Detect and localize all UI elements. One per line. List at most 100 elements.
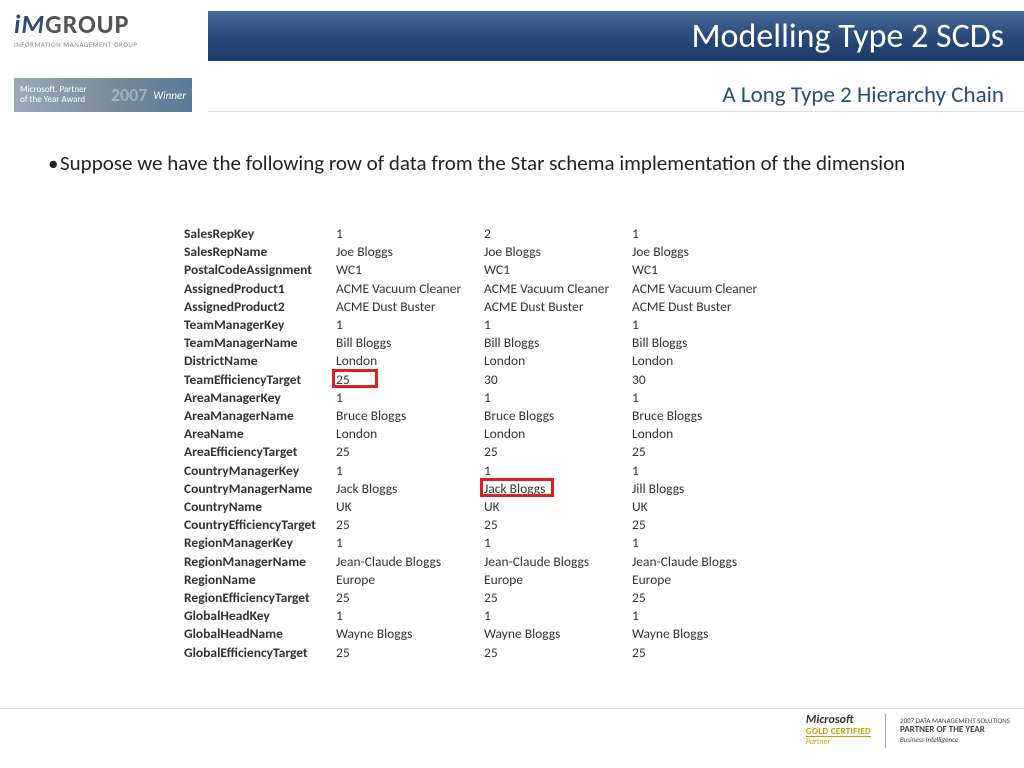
cell-col2: Bill Bloggs (484, 334, 632, 352)
highlight-box (332, 369, 378, 388)
cell-col2: UK (484, 498, 632, 516)
row-label: AreaManagerName (184, 407, 336, 425)
cell-col3: Europe (632, 571, 780, 589)
row-label: TeamManagerKey (184, 316, 336, 334)
page-title: Modelling Type 2 SCDs (691, 16, 1004, 57)
logo-suffix: GROUP (45, 8, 129, 40)
cell-col3: 25 (632, 443, 780, 461)
cell-col3: Bill Bloggs (632, 334, 780, 352)
row-label: AreaManagerKey (184, 389, 336, 407)
title-bar: Modelling Type 2 SCDs (208, 11, 1024, 61)
cell-col3: UK (632, 498, 780, 516)
bullet-text: Suppose we have the following row of dat… (60, 150, 905, 176)
footer-badge-poty: 2007 DATA MANAGEMENT SOLUTIONS PARTNER O… (900, 717, 1010, 743)
row-label: GlobalHeadName (184, 625, 336, 643)
row-label: TeamEfficiencyTarget (184, 371, 336, 389)
cell-col2: Bruce Bloggs (484, 407, 632, 425)
cell-col2: 1 (484, 534, 632, 552)
table-row: GlobalHeadNameWayne BloggsWayne BloggsWa… (184, 625, 780, 643)
table-row: TeamEfficiencyTarget253030 (184, 371, 780, 389)
award-badge: Microsoft. Partner of the Year Award 200… (14, 78, 192, 112)
cell-col1: ACME Dust Buster (336, 298, 484, 316)
row-label: CountryManagerName (184, 480, 336, 498)
cell-col3: 1 (632, 534, 780, 552)
cell-col1: Joe Bloggs (336, 243, 484, 261)
cell-col3: 1 (632, 607, 780, 625)
cell-col2: WC1 (484, 261, 632, 279)
cell-col2: 25 (484, 516, 632, 534)
table-row: SalesRepNameJoe BloggsJoe BloggsJoe Blog… (184, 243, 780, 261)
row-label: CountryManagerKey (184, 462, 336, 480)
cell-col3: ACME Vacuum Cleaner (632, 280, 780, 298)
row-label: AssignedProduct1 (184, 280, 336, 298)
cell-col2: 1 (484, 607, 632, 625)
cell-col1: 25 (336, 443, 484, 461)
table-row: AssignedProduct2ACME Dust BusterACME Dus… (184, 298, 780, 316)
table-row: AreaManagerKey111 (184, 389, 780, 407)
row-label: CountryName (184, 498, 336, 516)
table-row: GlobalHeadKey111 (184, 607, 780, 625)
row-label: RegionManagerName (184, 553, 336, 571)
row-label: GlobalHeadKey (184, 607, 336, 625)
award-line-2: of the Year Award (20, 95, 107, 105)
cell-col2: Wayne Bloggs (484, 625, 632, 643)
cell-col1: 25 (336, 589, 484, 607)
cell-col3: 1 (632, 389, 780, 407)
footer-divider (885, 714, 886, 748)
row-label: TeamManagerName (184, 334, 336, 352)
table-row: AreaManagerNameBruce BloggsBruce BloggsB… (184, 407, 780, 425)
cell-col1: 1 (336, 462, 484, 480)
cell-col1: UK (336, 498, 484, 516)
cell-col3: London (632, 352, 780, 370)
cell-col3: Joe Bloggs (632, 243, 780, 261)
cell-col1: Bruce Bloggs (336, 407, 484, 425)
award-year: 2007 (111, 84, 148, 106)
footer-badge-gold: Microsoft GOLD CERTIFIED Partner (806, 714, 871, 746)
cell-col1: WC1 (336, 261, 484, 279)
cell-col2: 1 (484, 389, 632, 407)
cell-col3: 25 (632, 644, 780, 662)
cell-col1: Wayne Bloggs (336, 625, 484, 643)
cell-col3: 25 (632, 516, 780, 534)
cell-col1: ACME Vacuum Cleaner (336, 280, 484, 298)
footer-poty-bot: Business Intelligence (900, 736, 1010, 744)
table-row: TeamManagerNameBill BloggsBill BloggsBil… (184, 334, 780, 352)
cell-col1: 25 (336, 516, 484, 534)
cell-col1: 1 (336, 316, 484, 334)
logo-text: iMGROUP (14, 8, 194, 40)
cell-col1: Jean-Claude Bloggs (336, 553, 484, 571)
cell-col2: Joe Bloggs (484, 243, 632, 261)
cell-col1: 1 (336, 607, 484, 625)
cell-col2: 2 (484, 225, 632, 243)
table-row: SalesRepKey121 (184, 225, 780, 243)
table-row: RegionEfficiencyTarget252525 (184, 589, 780, 607)
row-label: RegionEfficiencyTarget (184, 589, 336, 607)
table-row: TeamManagerKey111 (184, 316, 780, 334)
table-row: AssignedProduct1ACME Vacuum CleanerACME … (184, 280, 780, 298)
cell-col1: Europe (336, 571, 484, 589)
cell-col3: Jill Bloggs (632, 480, 780, 498)
cell-col1: 1 (336, 389, 484, 407)
logo-prefix: iM (14, 8, 45, 40)
cell-col3: Jean-Claude Bloggs (632, 553, 780, 571)
row-label: RegionManagerKey (184, 534, 336, 552)
cell-col2: 25 (484, 589, 632, 607)
footer: Microsoft GOLD CERTIFIED Partner 2007 DA… (0, 708, 1024, 752)
data-table: SalesRepKey121SalesRepNameJoe BloggsJoe … (184, 225, 780, 662)
cell-col3: 25 (632, 589, 780, 607)
table-row: CountryNameUKUKUK (184, 498, 780, 516)
cell-col3: WC1 (632, 261, 780, 279)
row-label: RegionName (184, 571, 336, 589)
row-label: AreaName (184, 425, 336, 443)
cell-col2: 25 (484, 443, 632, 461)
cell-col1: 1 (336, 534, 484, 552)
cell-col3: 1 (632, 316, 780, 334)
cell-col1: 25 (336, 644, 484, 662)
footer-level: GOLD CERTIFIED (806, 727, 871, 736)
row-label: SalesRepKey (184, 225, 336, 243)
logo: iMGROUP INFORMATION MANAGEMENT GROUP (14, 8, 194, 49)
cell-col2: London (484, 425, 632, 443)
highlight-box (480, 478, 554, 497)
cell-col3: Wayne Bloggs (632, 625, 780, 643)
cell-col3: Bruce Bloggs (632, 407, 780, 425)
